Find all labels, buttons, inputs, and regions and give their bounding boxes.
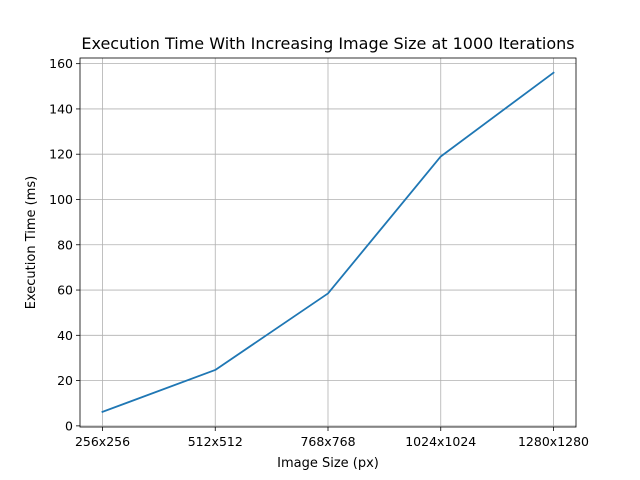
y-axis-ticks: 0 20 40 60 80 100 120 140 160 [49,56,80,433]
y-tick-label: 40 [57,328,73,343]
x-axis-ticks: 256x256 512x512 768x768 1024x1024 1280x1280 [75,427,589,449]
series-layer [101,71,555,413]
x-axis-label: Image Size (px) [277,456,379,471]
x-tick-label: 256x256 [75,434,130,449]
grid-lines [80,58,576,427]
x-tick-label: 1024x1024 [405,434,476,449]
y-tick-label: 60 [57,283,73,298]
y-tick-label: 140 [49,101,73,116]
y-tick-label: 20 [57,373,73,388]
y-tick-label: 80 [57,237,73,252]
x-tick-label: 1280x1280 [518,434,589,449]
y-axis-label: Execution Time (ms) [24,176,39,309]
chart-title: Execution Time With Increasing Image Siz… [81,34,574,53]
y-tick-label: 160 [49,56,73,71]
x-tick-label: 768x768 [300,434,355,449]
x-tick-label: 512x512 [188,434,243,449]
y-tick-label: 100 [49,192,73,207]
series-line [101,71,555,413]
y-tick-label: 0 [65,418,73,433]
y-tick-label: 120 [49,147,73,162]
